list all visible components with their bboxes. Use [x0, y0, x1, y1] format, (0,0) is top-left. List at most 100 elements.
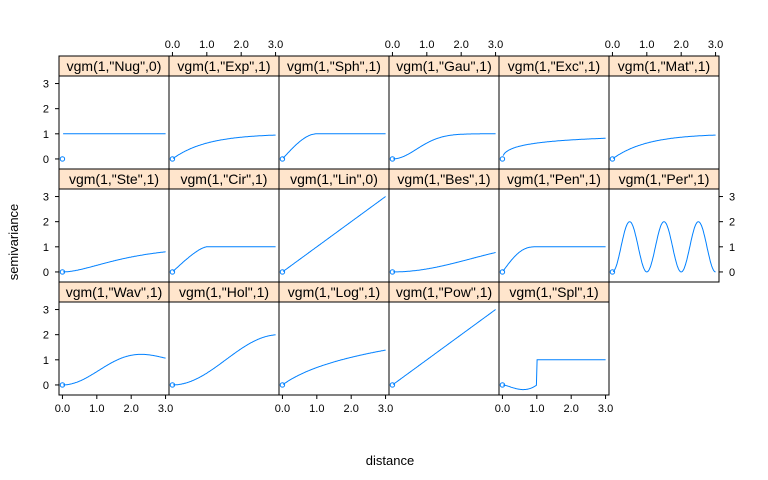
- y-tick-label: 1: [43, 242, 49, 254]
- origin-point: [389, 382, 396, 388]
- x-tick-label: 2.0: [674, 39, 689, 51]
- panel-frame: [278, 301, 390, 396]
- panel-strip-label: vgm(1,"Nug",0): [67, 58, 162, 74]
- panels-group: vgm(1,"Nug",0) 0 1 2 3 vgm(1,"Exp",1) 0.0 1.0 2.…: [43, 39, 735, 415]
- origin-point: [389, 156, 396, 162]
- panel: vgm(1,"Spl",1) 0.0 1.0 2.0 3.0: [495, 281, 613, 415]
- x-tick-label: 0.0: [165, 39, 180, 51]
- model-curve: [173, 334, 276, 386]
- origin-point: [279, 382, 286, 388]
- y-axis-title: semivariance: [6, 204, 21, 281]
- panel: vgm(1,"Pow",1): [388, 281, 500, 396]
- x-tick-label: 3.0: [158, 403, 173, 415]
- y-tick-label: 1: [729, 242, 735, 254]
- origin-point: [169, 156, 176, 162]
- panel: vgm(1,"Hol",1): [168, 281, 280, 396]
- model-curve: [392, 309, 496, 385]
- panel: vgm(1,"Sph",1): [278, 55, 390, 170]
- origin-point: [389, 269, 396, 275]
- y-tick-label: 2: [43, 104, 49, 116]
- x-tick-label: 2.0: [234, 39, 249, 51]
- panel: vgm(1,"Mat",1) 0.0 1.0 2.0 3.0: [605, 39, 723, 170]
- panel-frame: [498, 301, 610, 396]
- x-tick-label: 3.0: [378, 403, 393, 415]
- panel-frame: [608, 188, 720, 283]
- model-curve: [172, 134, 276, 159]
- model-curve: [502, 137, 606, 156]
- x-tick-label: 2.0: [344, 403, 359, 415]
- y-tick-label: 1: [43, 355, 49, 367]
- panel-frame: [498, 75, 610, 170]
- panel-strip-label: vgm(1,"Wav",1): [66, 284, 163, 300]
- panel-strip-label: vgm(1,"Per",1): [619, 171, 710, 187]
- origin-point: [59, 269, 66, 275]
- origin-point: [169, 269, 176, 275]
- panel-strip-label: vgm(1,"Log",1): [288, 284, 380, 300]
- x-tick-label: 3.0: [268, 39, 283, 51]
- panel-frame: [608, 75, 720, 170]
- x-tick-label: 1.0: [529, 403, 544, 415]
- origin-point: [59, 156, 66, 162]
- y-tick-label: 2: [43, 330, 49, 342]
- y-tick-label: 2: [43, 217, 49, 229]
- panel-strip-label: vgm(1,"Cir",1): [181, 171, 268, 187]
- y-tick-label: 0: [43, 267, 49, 279]
- panel: vgm(1,"Bes",1): [388, 168, 500, 283]
- model-curve: [63, 251, 166, 273]
- y-tick-label: 3: [729, 192, 735, 204]
- panel-strip-label: vgm(1,"Spl",1): [509, 284, 598, 300]
- panel-frame: [498, 188, 610, 283]
- panel-strip-label: vgm(1,"Hol",1): [179, 284, 269, 300]
- model-curve: [282, 349, 386, 385]
- panel-frame: [278, 188, 390, 283]
- y-tick-label: 1: [43, 129, 49, 141]
- model-curve: [172, 246, 276, 272]
- x-tick-label: 1.0: [419, 39, 434, 51]
- x-tick-label: 2.0: [564, 403, 579, 415]
- origin-point: [279, 156, 286, 162]
- panel: vgm(1,"Lin",0): [278, 168, 390, 283]
- model-curve: [282, 133, 386, 159]
- x-tick-label: 3.0: [708, 39, 723, 51]
- panel-frame: [388, 188, 500, 283]
- model-curve: [612, 221, 716, 273]
- origin-point: [609, 269, 616, 275]
- y-tick-label: 3: [43, 192, 49, 204]
- panel: vgm(1,"Log",1) 0.0 1.0 2.0 3.0: [275, 281, 393, 415]
- panel: vgm(1,"Nug",0) 0 1 2 3: [43, 55, 170, 170]
- panel-strip-label: vgm(1,"Pow",1): [396, 284, 492, 300]
- panel-frame: [168, 75, 280, 170]
- x-tick-label: 0.0: [55, 403, 70, 415]
- panel-frame: [168, 188, 280, 283]
- origin-point: [499, 382, 506, 388]
- x-tick-label: 3.0: [488, 39, 503, 51]
- panel-strip-label: vgm(1,"Lin",0): [290, 171, 378, 187]
- panel-frame: [168, 301, 280, 396]
- x-tick-label: 0.0: [385, 39, 400, 51]
- x-axis-title: distance: [366, 453, 414, 468]
- x-tick-label: 0.0: [495, 403, 510, 415]
- x-tick-label: 3.0: [598, 403, 613, 415]
- panel: vgm(1,"Wav",1) 0 1 2 3 0.0 1.0 2.0 3.0: [43, 281, 173, 415]
- model-curve: [503, 359, 606, 391]
- x-tick-label: 0.0: [275, 403, 290, 415]
- y-tick-label: 3: [43, 79, 49, 91]
- model-curve: [612, 134, 716, 159]
- y-tick-label: 0: [43, 380, 49, 392]
- panel: vgm(1,"Gau",1) 0.0 1.0 2.0 3.0: [385, 39, 503, 170]
- panel-frame: [58, 188, 170, 283]
- panel-strip-label: vgm(1,"Gau",1): [396, 58, 492, 74]
- y-tick-label: 0: [43, 154, 49, 166]
- x-tick-label: 1.0: [89, 403, 104, 415]
- x-tick-label: 2.0: [124, 403, 139, 415]
- panel-frame: [278, 75, 390, 170]
- origin-point: [499, 269, 506, 275]
- panel-strip-label: vgm(1,"Bes",1): [397, 171, 490, 187]
- panel: vgm(1,"Exc",1): [498, 55, 610, 170]
- panel: vgm(1,"Pen",1): [498, 168, 610, 283]
- panel-frame: [58, 75, 170, 170]
- x-tick-label: 1.0: [639, 39, 654, 51]
- model-curve: [282, 196, 386, 272]
- panel-frame: [388, 301, 500, 396]
